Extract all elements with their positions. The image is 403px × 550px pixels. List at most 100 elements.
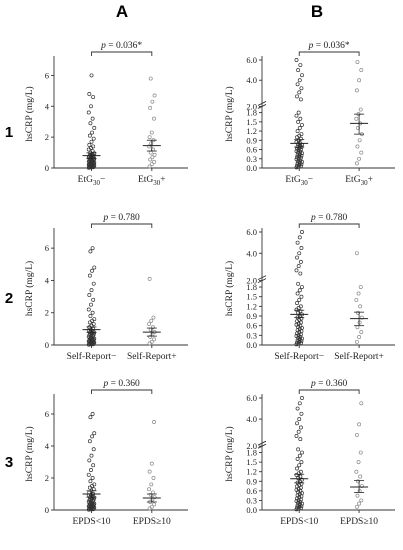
data-point-3b <box>294 499 299 504</box>
data-point-2b <box>294 342 299 347</box>
y-tick-label-2b: 1.5 <box>246 292 257 302</box>
data-point-1b <box>355 60 360 64</box>
data-point-2b <box>300 285 304 289</box>
y-tick-label-2b: 0.9 <box>246 311 257 321</box>
category-label-3b: EPDS<10 <box>280 517 318 527</box>
y-tick-label-2b: 4.0 <box>246 248 257 258</box>
data-point-1b <box>354 161 359 166</box>
category-label-1a: EtG30+ <box>138 175 166 187</box>
data-point-3a <box>89 453 94 458</box>
category-label-2b: Self-Report+ <box>334 351 384 362</box>
data-point-2b <box>298 259 303 264</box>
data-point-3a <box>87 439 92 444</box>
data-point-2a <box>151 315 156 320</box>
data-point-1b <box>295 94 299 99</box>
data-point-2b <box>298 271 303 276</box>
data-point-1a <box>91 144 96 149</box>
data-point-2b <box>294 322 299 327</box>
data-point-3b <box>296 447 301 452</box>
data-point-1b <box>295 155 299 160</box>
y-tick-label-1b: 4.0 <box>246 75 257 85</box>
data-point-3a <box>88 479 93 484</box>
significance-bracket-1b <box>298 51 360 56</box>
y-tick-label-2b: 6.0 <box>246 227 257 237</box>
data-point-2a <box>90 268 95 273</box>
data-point-1b <box>298 136 303 141</box>
y-tick-label-3b: 4.0 <box>246 414 257 424</box>
data-point-1a <box>148 150 153 155</box>
data-point-1a <box>149 141 154 146</box>
data-point-3a <box>149 504 154 509</box>
data-point-3a <box>92 431 97 436</box>
data-point-2b <box>297 297 302 302</box>
data-point-3b <box>297 401 302 406</box>
significance-bracket-3a <box>91 389 153 394</box>
category-label-1b: EtG30+ <box>345 175 373 187</box>
data-point-1b <box>300 122 304 127</box>
significance-bracket-3b <box>298 389 360 394</box>
data-point-2b <box>296 281 301 286</box>
y-tick-label-2b: 1.8 <box>246 282 257 292</box>
data-point-3a <box>147 487 152 492</box>
data-point-1a <box>150 155 155 160</box>
data-point-2b <box>295 240 300 245</box>
data-point-2b <box>359 330 364 335</box>
data-point-3b <box>354 432 359 437</box>
data-point-1a <box>148 105 153 110</box>
y-tick-label-1b: 2.0 <box>246 101 257 111</box>
y-axis-label-1b: hsCRP (mg/L) <box>224 86 235 141</box>
data-point-1b <box>294 149 299 154</box>
data-point-2b <box>359 315 364 320</box>
data-point-2b <box>295 291 300 296</box>
data-point-2a <box>147 276 152 281</box>
data-point-3b <box>295 406 300 411</box>
data-point-2b <box>354 297 359 302</box>
category-label-2a: Self-Report− <box>67 351 117 362</box>
data-point-3a <box>147 469 152 474</box>
data-point-1b <box>295 163 299 168</box>
data-point-1b <box>294 157 299 162</box>
data-point-1a <box>87 91 92 96</box>
y-tick-label-1b: 1.5 <box>246 117 257 127</box>
p-value-3b: p = 0.360 <box>310 379 347 389</box>
y-tick-label-3b: 0.6 <box>246 486 257 496</box>
significance-bracket-1a <box>91 51 153 56</box>
data-point-1a <box>90 130 95 135</box>
y-tick-label-1a: 4 <box>45 101 50 111</box>
y-axis-label-3b: hsCRP (mg/L) <box>224 426 235 481</box>
data-point-3b <box>294 433 299 438</box>
panel-3a: 0 2 4 6 hsCRP (mg/L) EPDS<10 EPDS≥10 p = 0.360 <box>24 379 188 527</box>
row-header-3: 3 <box>5 454 13 471</box>
data-point-1b <box>295 82 300 87</box>
data-point-3a <box>92 482 97 487</box>
data-point-2b <box>357 334 362 339</box>
data-point-1a <box>91 136 96 141</box>
row-header-2: 2 <box>5 290 13 307</box>
data-point-2a <box>86 307 91 312</box>
data-point-1b <box>355 144 360 149</box>
y-tick-label-1b: 0.6 <box>246 145 257 155</box>
y-tick-label-1a: 2 <box>45 132 49 142</box>
data-point-3b <box>298 437 303 442</box>
data-point-1b <box>357 78 362 83</box>
y-tick-label-3a: 0 <box>45 505 49 515</box>
data-point-2b <box>295 340 299 345</box>
data-point-2a <box>147 322 152 326</box>
data-point-1a <box>148 76 153 81</box>
panel-3b: 0.00.30.60.91.21.51.82.0 4.0 6.0 hsCRP (mg/… <box>224 379 395 527</box>
data-point-3a <box>152 420 156 424</box>
data-point-2a <box>149 339 154 344</box>
y-tick-label-3b: 1.5 <box>246 457 257 467</box>
data-point-2b <box>354 339 359 344</box>
y-tick-label-1b: 6.0 <box>246 55 257 65</box>
data-point-2b <box>295 338 300 343</box>
y-tick-label-3b: 1.8 <box>246 448 257 458</box>
data-point-3b <box>299 460 304 465</box>
data-point-1b <box>357 156 362 161</box>
data-point-2a <box>92 265 97 270</box>
data-point-1b <box>299 86 304 91</box>
y-tick-label-3b: 0.9 <box>246 476 257 486</box>
data-point-2a <box>150 325 155 330</box>
y-tick-label-3b: 2.0 <box>246 441 257 451</box>
y-axis-label-2b: hsCRP (mg/L) <box>224 261 235 316</box>
